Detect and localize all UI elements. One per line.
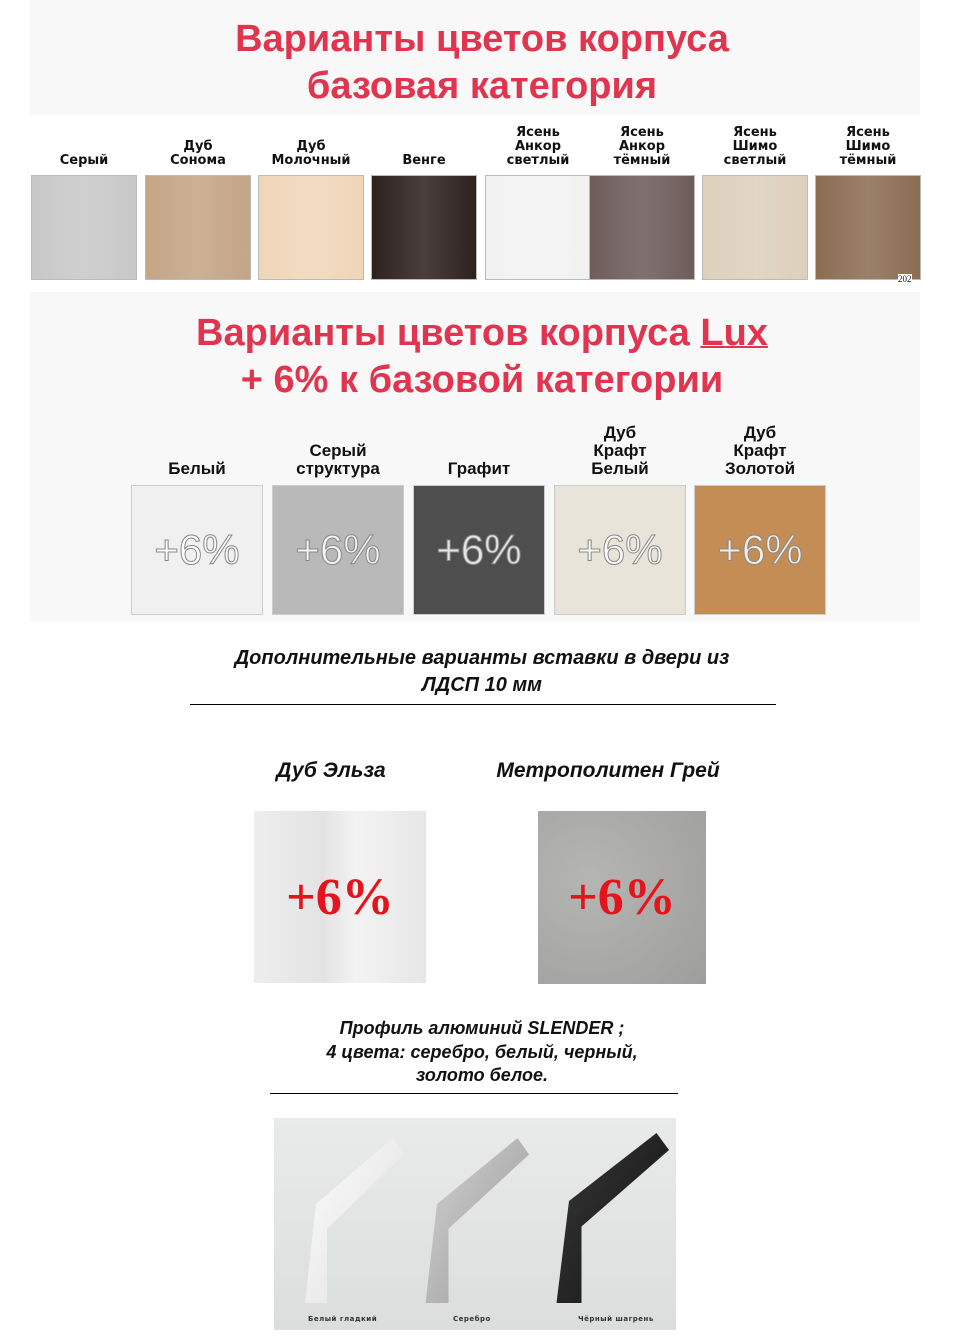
base-color-label: Ясень Шимо тёмный	[839, 125, 897, 168]
lux-color-swatch: +6%	[694, 485, 826, 615]
base-color-label: Дуб Сонома	[170, 139, 226, 168]
base-color-label: Дуб Молочный	[271, 139, 351, 168]
base-color-label: Венге	[402, 153, 446, 168]
base-color-label: Ясень Анкор светлый	[506, 125, 570, 168]
insert-label-metropoliten: Метрополитен Грей	[496, 759, 720, 782]
caption-black: Чёрный шагрень	[578, 1315, 654, 1323]
inserts-title: Дополнительные варианты вставки в двери …	[234, 647, 730, 696]
base-color-swatch	[31, 175, 137, 280]
divider	[190, 704, 776, 705]
insert-swatch-elza: +6%	[254, 811, 426, 983]
profile-black	[556, 1133, 669, 1303]
insert-label-elza: Дуб Эльза	[276, 759, 386, 782]
base-color-swatch	[485, 175, 591, 280]
base-title: Варианты цветов корпуса базовая категория	[235, 18, 729, 107]
base-color-swatch	[145, 175, 251, 280]
base-color-label: Серый	[59, 153, 109, 168]
lux-color-label: Дуб Крафт Золотой	[724, 423, 796, 478]
profile-white	[305, 1138, 404, 1303]
insert-swatch-metropoliten: +6%	[538, 811, 706, 984]
base-color-swatch	[702, 175, 808, 280]
base-color-swatch	[815, 175, 921, 280]
profile-text: Профиль алюминий SLENDER ; 4 цвета: сереб…	[326, 1018, 638, 1085]
base-color-swatch	[589, 175, 695, 280]
lux-color-swatch: +6%	[272, 485, 404, 615]
profile-image: Белый гладкий Серебро Чёрный шагрень	[274, 1118, 676, 1330]
lux-color-swatch: +6%	[554, 485, 686, 615]
lux-color-label: Серый структура	[296, 441, 380, 478]
divider	[270, 1093, 678, 1094]
base-color-label: Ясень Шимо светлый	[723, 125, 787, 168]
caption-silver: Серебро	[453, 1315, 491, 1323]
lux-color-swatch: +6%	[413, 485, 545, 615]
lux-color-label: Графит	[447, 459, 511, 478]
profile-silver	[425, 1138, 529, 1303]
base-color-swatch	[371, 175, 477, 280]
year-mark: 202	[898, 274, 912, 284]
lux-title: Варианты цветов корпуса Lux + 6% к базово…	[196, 312, 768, 401]
lux-color-label: Дуб Крафт Белый	[591, 423, 649, 478]
base-panel	[30, 0, 920, 115]
lux-color-swatch: +6%	[131, 485, 263, 615]
lux-color-label: Белый	[168, 459, 226, 478]
base-color-label: Ясень Анкор тёмный	[613, 125, 671, 168]
caption-white: Белый гладкий	[308, 1315, 378, 1323]
base-color-swatch	[258, 175, 364, 280]
